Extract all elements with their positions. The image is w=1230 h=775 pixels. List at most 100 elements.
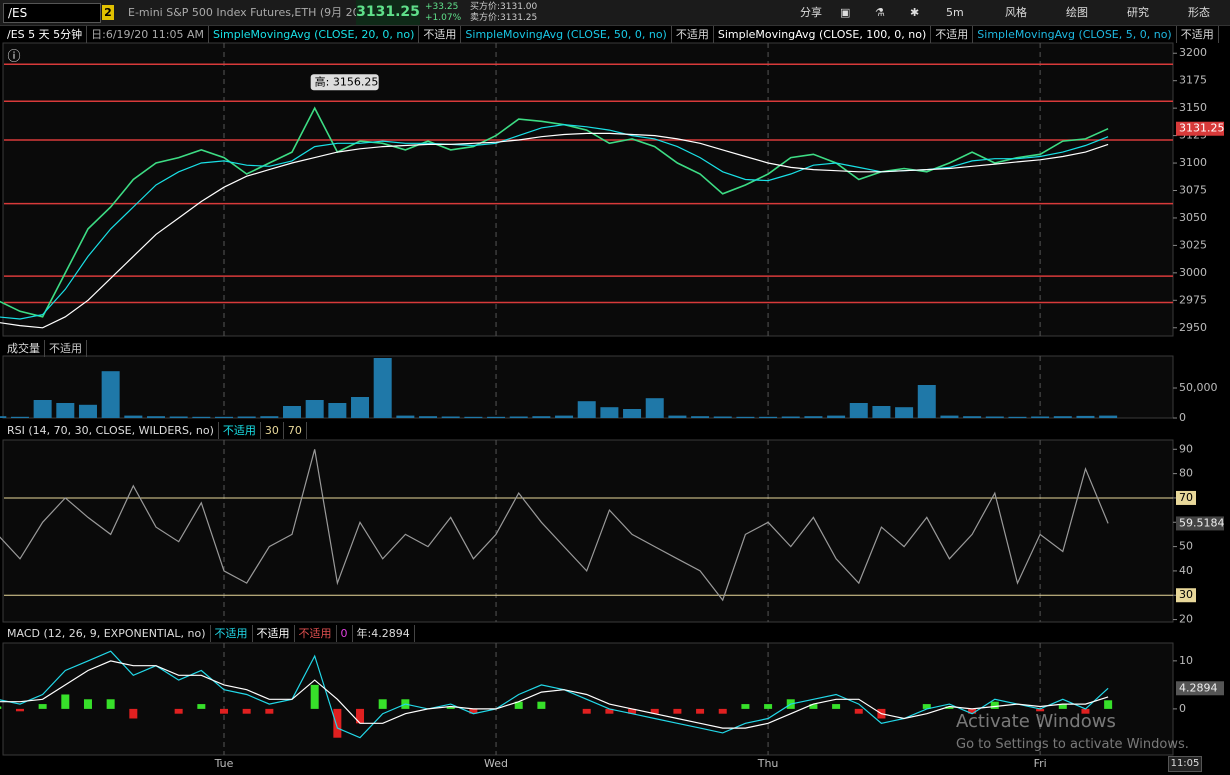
volume-bar (487, 416, 506, 418)
histogram-bar (968, 708, 977, 714)
volume-bar (940, 415, 959, 418)
y-tick-label: 40 (1179, 564, 1193, 577)
study-label: 不适用 (211, 625, 253, 642)
histogram-bar (945, 706, 954, 709)
watermark-subtitle: Go to Settings to activate Windows. (956, 737, 1189, 752)
series-line (0, 449, 1109, 602)
volume-bar (759, 416, 778, 418)
volume-bar (0, 416, 7, 418)
button[interactable]: 5m (946, 6, 964, 19)
y-tick-label: 2950 (1179, 321, 1207, 334)
y-tick-label: 0 (1179, 702, 1186, 715)
volume-bar (56, 403, 75, 418)
x-tick-label: Wed (484, 757, 508, 770)
y-tick-label: 10 (1179, 654, 1193, 667)
volume-bar (192, 416, 211, 418)
histogram-bar (61, 694, 70, 709)
study-label: 70 (284, 422, 307, 439)
histogram-bar (718, 708, 727, 714)
volume-bar (645, 398, 664, 418)
symbol-box[interactable]: /ES (3, 3, 101, 23)
y-tick-label: 3150 (1179, 101, 1207, 114)
volume-bar (124, 415, 143, 418)
icon-button[interactable]: ✱ (910, 6, 920, 19)
study-label: 不适用 (253, 625, 295, 642)
panel-frame (2, 42, 1174, 337)
histogram-bar (1058, 704, 1067, 709)
y-tick-label: 3025 (1179, 238, 1207, 251)
histogram-bar (356, 708, 365, 724)
ask: 卖方价:3131.25 (470, 13, 538, 23)
y-tick-label: 3050 (1179, 211, 1207, 224)
y-tick-label: 3200 (1179, 46, 1207, 59)
button[interactable]: 研究 (1127, 6, 1149, 19)
volume-bar (509, 416, 528, 418)
toolbar: /ES 2 E-mini S&P 500 Index Futures,ETH (… (0, 0, 1230, 26)
y-tick-label: 3075 (1179, 184, 1207, 197)
study-label: RSI (14, 70, 30, CLOSE, WILDERS, no) (3, 422, 219, 439)
series-line (0, 660, 1109, 729)
button[interactable]: 形态 (1188, 6, 1210, 19)
macd-header: MACD (12, 26, 9, EXPONENTIAL, no) 不适用 不适用不… (3, 625, 415, 642)
volume-bar (1099, 415, 1118, 418)
histogram-bar (628, 708, 637, 714)
study-label: SimpleMovingAvg (CLOSE, 20, 0, no) (209, 26, 420, 43)
volume-bar (577, 401, 596, 418)
histogram-bar (333, 708, 342, 738)
histogram-bar (1081, 708, 1090, 714)
icon-button[interactable]: ▣ (840, 6, 851, 19)
volume-bar (283, 406, 302, 418)
volume-bar (1053, 416, 1072, 418)
link-badge[interactable]: 2 (102, 5, 114, 20)
volume-bar (623, 409, 642, 418)
histogram-bar (809, 704, 818, 709)
histogram-bar (242, 708, 251, 714)
level-tag (1176, 588, 1196, 603)
x-tick-label: Tue (214, 757, 234, 770)
volume-bar (419, 416, 438, 418)
study-label: 不适用 (419, 26, 462, 43)
study-label: /ES 5 天 5分钟 (3, 26, 88, 43)
icon-button[interactable]: ⚗ (875, 6, 885, 19)
histogram-bar (15, 708, 24, 712)
clock: 11:05 (1168, 756, 1202, 772)
study-label: SimpleMovingAvg (CLOSE, 100, 0, no) (714, 26, 932, 43)
histogram-bar (1036, 708, 1045, 712)
volume-bar (713, 416, 732, 418)
histogram-bar (650, 708, 659, 714)
histogram-bar (990, 701, 999, 709)
volume-bar (849, 403, 868, 418)
button[interactable]: 风格 (1005, 6, 1027, 19)
alert-icon: ⓘ (7, 50, 20, 65)
histogram-bar (469, 708, 478, 714)
volume-bar (101, 371, 120, 418)
histogram-bar (378, 699, 387, 709)
y-tick-label: 80 (1179, 467, 1193, 480)
study-label: 不适用 (672, 26, 714, 43)
rsi-header: RSI (14, 70, 30, CLOSE, WILDERS, no) 不适用 3… (3, 422, 307, 439)
button[interactable]: 分享 (800, 6, 822, 19)
histogram-bar (605, 708, 614, 714)
volume-bar (532, 416, 551, 418)
change-pct: +1.07% (425, 13, 462, 23)
study-label: 不适用 (1177, 26, 1219, 43)
study-label: MACD (12, 26, 9, EXPONENTIAL, no) (3, 625, 211, 642)
x-tick-label: Fri (1034, 757, 1047, 770)
histogram-bar (310, 684, 319, 709)
last-price: 3131.25 (356, 0, 420, 25)
y-tick-label: 3100 (1179, 156, 1207, 169)
volume-bar (78, 404, 97, 418)
study-label: 0 (337, 625, 353, 642)
y-tick-label: 3175 (1179, 74, 1207, 87)
study-label: 不适用 (295, 625, 337, 642)
histogram-bar (854, 708, 863, 714)
y-tick-label: 0 (1179, 411, 1186, 424)
volume-bar (305, 400, 324, 418)
histogram-bar (106, 699, 115, 709)
histogram-bar (265, 708, 274, 714)
volume-bar (169, 416, 188, 418)
button[interactable]: 绘图 (1066, 6, 1088, 19)
histogram-bar (174, 708, 183, 714)
